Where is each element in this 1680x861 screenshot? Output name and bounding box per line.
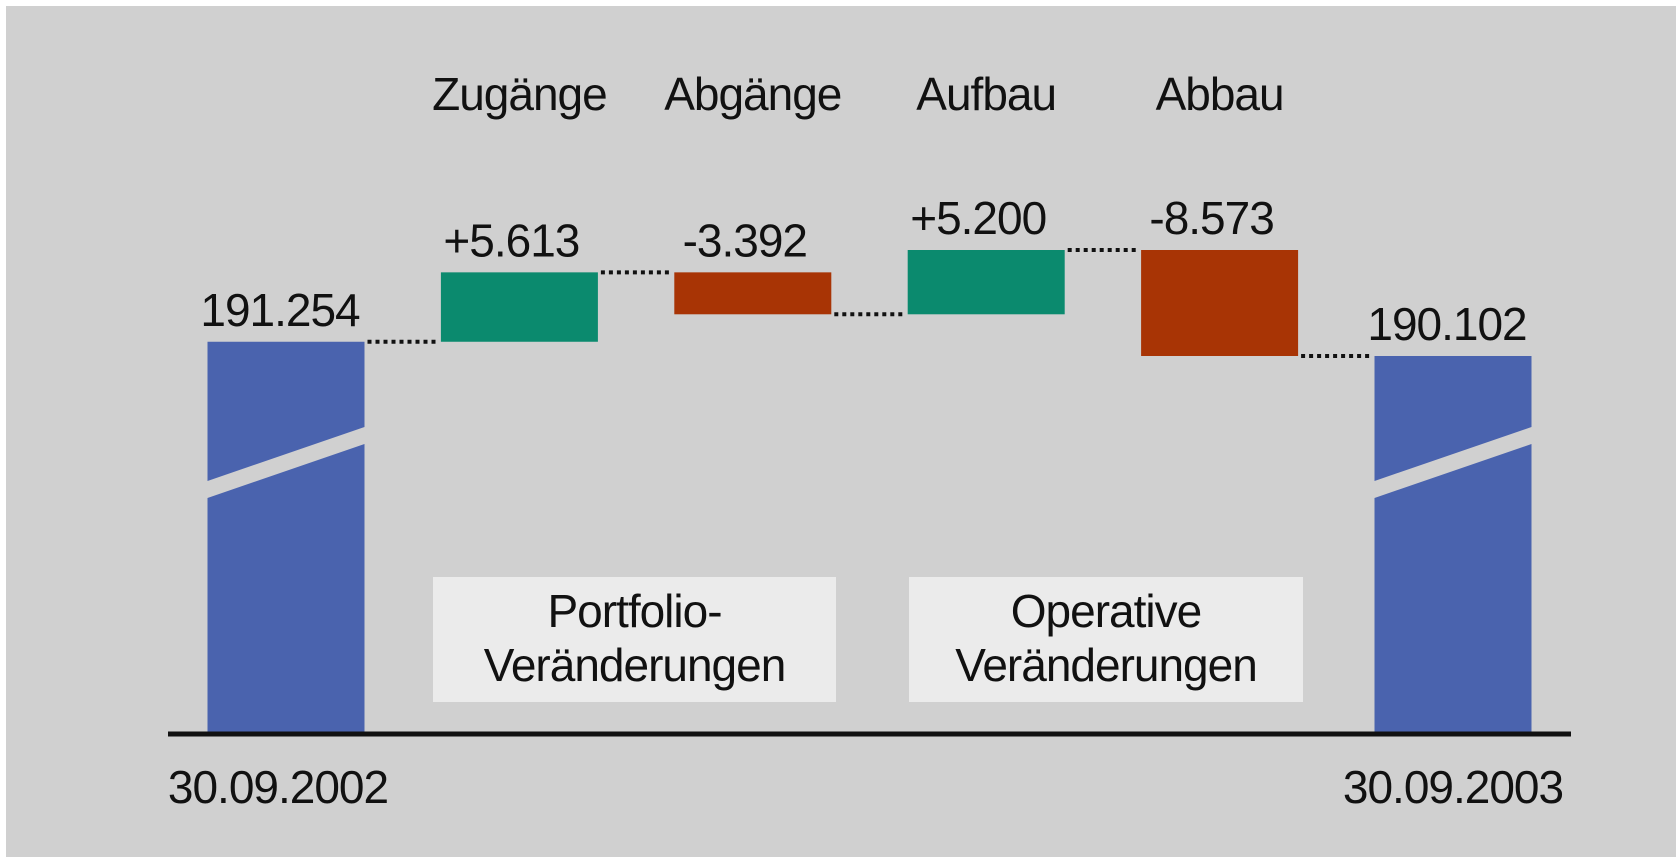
value-label: +5.613 [443, 214, 579, 266]
value-label: 190.102 [1367, 298, 1526, 350]
value-label: 191.254 [200, 284, 360, 336]
annotation-box [433, 577, 836, 702]
category-label: Zugänge [432, 68, 607, 120]
bar [907, 250, 1065, 315]
bar [674, 272, 832, 315]
category-label: Abbau [1156, 68, 1284, 120]
annotation-text: Veränderungen [484, 639, 786, 691]
bar [1374, 356, 1532, 734]
axis-break [207, 427, 365, 498]
annotation-box [909, 577, 1303, 702]
annotation-text: Operative [1011, 585, 1201, 637]
bar [1141, 250, 1299, 356]
value-label: -3.392 [683, 214, 807, 266]
bar [440, 272, 598, 342]
x-tick-label: 30.09.2003 [1343, 761, 1563, 813]
x-tick-label: 30.09.2002 [168, 761, 388, 813]
value-label: +5.200 [910, 192, 1046, 244]
category-label: Abgänge [664, 68, 841, 120]
annotation-text: Veränderungen [955, 639, 1257, 691]
annotation-text: Portfolio- [547, 585, 721, 637]
category-label: Aufbau [916, 68, 1056, 120]
axis-break [1374, 427, 1532, 498]
value-label: -8.573 [1149, 192, 1273, 244]
bar [207, 341, 365, 734]
